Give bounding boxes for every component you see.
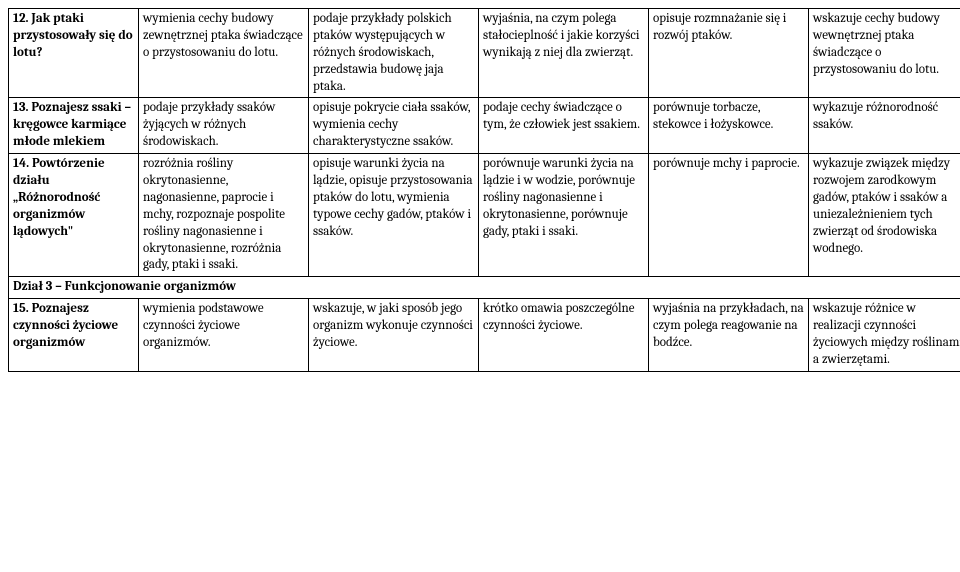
content-cell: porównuje torbacze, stekowce i łożyskowc… — [649, 98, 809, 154]
curriculum-table: 12. Jak ptaki przystosowały się do lotu?… — [8, 8, 960, 372]
content-cell: rozróżnia rośliny okrytonasienne, nagona… — [139, 154, 309, 277]
content-cell: krótko omawia poszczególne czynności życ… — [479, 299, 649, 372]
content-cell: wyjaśnia na przykładach, na czym polega … — [649, 299, 809, 372]
content-cell: podaje przykłady ssaków żyjących w różny… — [139, 98, 309, 154]
content-cell: opisuje rozmnażanie się i rozwój ptaków. — [649, 9, 809, 98]
table-row: 12. Jak ptaki przystosowały się do lotu?… — [9, 9, 960, 98]
table-row: 13. Poznajesz ssaki – kręgowce karmiące … — [9, 98, 960, 154]
content-cell: opisuje pokrycie ciała ssaków, wymienia … — [309, 98, 479, 154]
content-cell: opisuje warunki życia na lądzie, opisuje… — [309, 154, 479, 277]
section-title: Dział 3 – Funkcjonowanie organizmów — [9, 277, 960, 299]
topic-cell: 13. Poznajesz ssaki – kręgowce karmiące … — [9, 98, 139, 154]
topic-cell: 15. Poznajesz czynności życiowe organizm… — [9, 299, 139, 372]
content-cell: porównuje mchy i paprocie. — [649, 154, 809, 277]
content-cell: wymienia cechy budowy zewnętrznej ptaka … — [139, 9, 309, 98]
table-row: 14. Powtórzenie działu „Różnorodność org… — [9, 154, 960, 277]
content-cell: wskazuje różnice w realizacji czynności … — [809, 299, 960, 372]
content-cell: wykazuje związek między rozwojem zarodko… — [809, 154, 960, 277]
content-cell: wskazuje cechy budowy wewnętrznej ptaka … — [809, 9, 960, 98]
table-row: 15. Poznajesz czynności życiowe organizm… — [9, 299, 960, 372]
content-cell: wyjaśnia, na czym polega stałocieplność … — [479, 9, 649, 98]
content-cell: podaje przykłady polskich ptaków występu… — [309, 9, 479, 98]
content-cell: wskazuje, w jaki sposób jego organizm wy… — [309, 299, 479, 372]
content-cell: porównuje warunki życia na lądzie i w wo… — [479, 154, 649, 277]
content-cell: wymienia podstawowe czynności życiowe or… — [139, 299, 309, 372]
content-cell: podaje cechy świadczące o tym, że człowi… — [479, 98, 649, 154]
content-cell: wykazuje różnorodność ssaków. — [809, 98, 960, 154]
section-header-row: Dział 3 – Funkcjonowanie organizmów — [9, 277, 960, 299]
topic-cell: 14. Powtórzenie działu „Różnorodność org… — [9, 154, 139, 277]
topic-cell: 12. Jak ptaki przystosowały się do lotu? — [9, 9, 139, 98]
